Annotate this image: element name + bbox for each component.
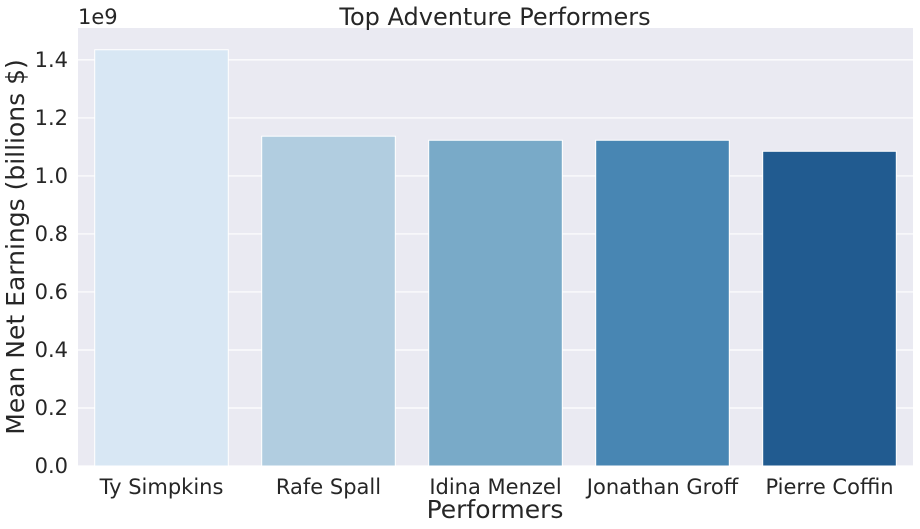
bar	[428, 139, 563, 467]
y-tick-label: 1.0	[35, 164, 68, 188]
y-tick-label: 1.4	[35, 48, 68, 72]
x-tick-label: Rafe Spall	[276, 475, 381, 499]
y-tick-label: 0.6	[35, 280, 68, 304]
y-tick-label: 1.2	[35, 106, 68, 130]
x-tick-label: Idina Menzel	[429, 475, 561, 499]
y-axis-ticks: 0.0 0.2 0.4 0.6 0.8 1.0 1.2 1.4	[35, 48, 68, 478]
y-tick-label: 0.0	[35, 454, 68, 478]
x-tick-label: Ty Simpkins	[99, 475, 224, 499]
x-axis-title: Performers	[427, 495, 564, 524]
x-tick-label: Pierre Coffin	[765, 475, 893, 499]
y-axis-offset-label: 1e9	[78, 5, 118, 29]
y-axis-title: Mean Net Earnings (billions $)	[1, 59, 30, 435]
x-axis-ticks: Ty Simpkins Rafe Spall Idina Menzel Jonatha…	[99, 475, 894, 499]
bar	[762, 150, 897, 467]
bars	[94, 49, 897, 467]
x-tick-label: Jonathan Groff	[585, 475, 739, 499]
bar	[261, 135, 396, 467]
y-tick-label: 0.8	[35, 222, 68, 246]
y-tick-label: 0.2	[35, 396, 68, 420]
chart-title: Top Adventure Performers	[338, 3, 650, 31]
y-tick-label: 0.4	[35, 338, 68, 362]
bar	[595, 139, 730, 467]
bar	[94, 49, 229, 467]
